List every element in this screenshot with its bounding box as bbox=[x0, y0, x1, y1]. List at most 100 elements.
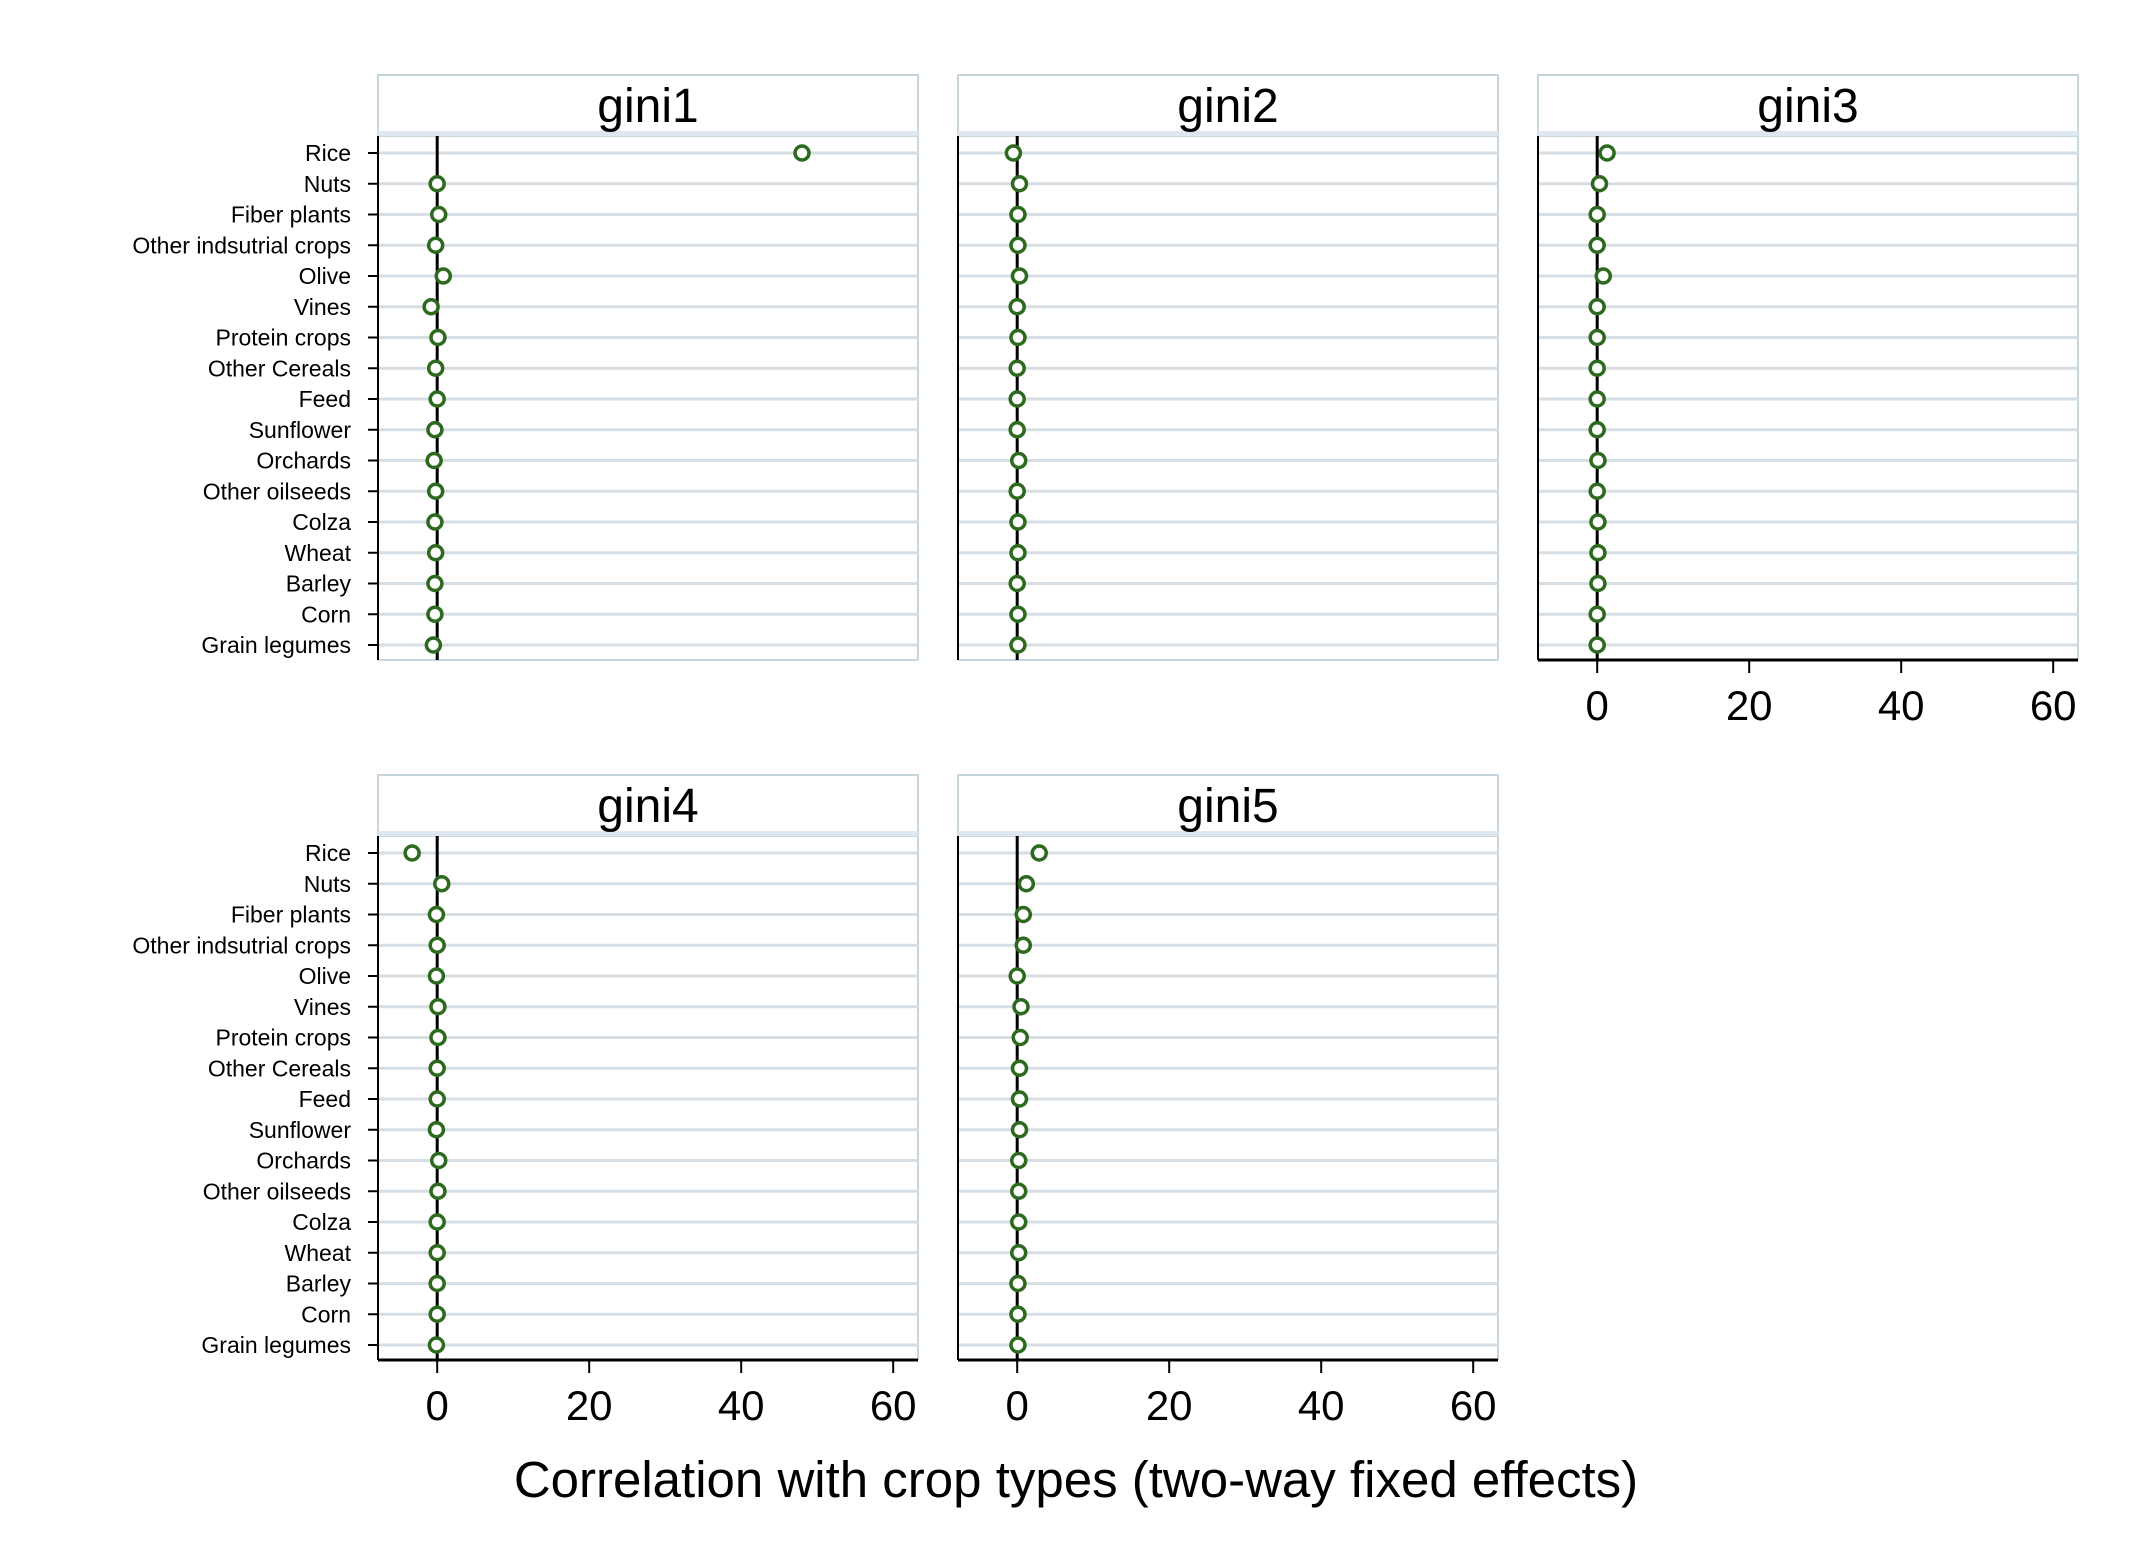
data-point bbox=[434, 267, 453, 285]
data-point bbox=[425, 451, 443, 470]
panel-gini5: gini5 0 20 40 60 bbox=[957, 774, 1499, 1429]
x-tick-label: 60 bbox=[870, 1382, 917, 1429]
data-point bbox=[426, 605, 444, 623]
y-tick-label: Other oilseeds bbox=[203, 478, 351, 504]
panel-title-strip bbox=[957, 774, 1499, 837]
data-point bbox=[428, 1305, 446, 1323]
panel-title-underline bbox=[1538, 131, 2078, 136]
y-tick-label: Rice bbox=[305, 840, 351, 866]
data-point bbox=[1008, 359, 1026, 377]
data-point bbox=[1009, 636, 1027, 654]
panel-title: gini2 bbox=[1177, 80, 1278, 133]
data-point bbox=[426, 482, 445, 500]
data-point bbox=[1010, 1059, 1029, 1077]
data-point bbox=[422, 298, 440, 316]
data-point bbox=[1009, 1244, 1028, 1262]
y-tick-label: Nuts bbox=[304, 871, 351, 897]
data-point bbox=[427, 1121, 446, 1139]
data-point bbox=[1588, 421, 1606, 439]
panel-title-underline bbox=[958, 831, 1498, 836]
data-point bbox=[1009, 605, 1027, 623]
data-point bbox=[428, 1090, 446, 1108]
data-point bbox=[1030, 844, 1048, 862]
y-tick-label: Other Cereals bbox=[208, 355, 351, 381]
data-point bbox=[429, 1182, 447, 1200]
y-tick-label: Corn bbox=[301, 601, 351, 627]
y-tick-label: Grain legumes bbox=[201, 1332, 351, 1358]
data-point bbox=[1589, 544, 1607, 562]
y-tick-label: Fiber plants bbox=[231, 902, 351, 928]
x-tick-label: 20 bbox=[1726, 682, 1773, 729]
panel-title-strip bbox=[957, 74, 1499, 137]
data-point bbox=[433, 875, 451, 893]
data-point bbox=[426, 421, 444, 439]
data-point bbox=[1010, 267, 1029, 285]
data-point bbox=[1589, 451, 1607, 470]
data-point bbox=[426, 236, 445, 254]
data-point bbox=[793, 144, 811, 162]
data-point bbox=[1588, 298, 1606, 316]
data-point bbox=[428, 1059, 446, 1077]
data-point bbox=[1012, 998, 1030, 1016]
y-tick-label: Other indsutrial crops bbox=[132, 232, 351, 258]
y-tick-label: Rice bbox=[305, 140, 351, 166]
data-point bbox=[426, 544, 445, 562]
panel-gini1: gini1 Rice Nuts Fiber plants Other indsutria… bbox=[132, 74, 919, 661]
data-point bbox=[1594, 267, 1613, 285]
y-tick-label: Barley bbox=[286, 571, 352, 597]
data-point bbox=[1588, 605, 1606, 623]
y-tick-label: Fiber plants bbox=[231, 202, 351, 228]
x-tick-label: 40 bbox=[1878, 682, 1925, 729]
y-tick-label: Orchards bbox=[256, 1148, 351, 1174]
data-point bbox=[1009, 513, 1027, 531]
data-point bbox=[1588, 636, 1606, 654]
data-point bbox=[1009, 236, 1027, 254]
x-tick-label: 0 bbox=[426, 1382, 449, 1429]
data-point bbox=[1010, 1121, 1029, 1139]
panel-gini3: gini3 0 20 40 60 bbox=[1537, 74, 2079, 729]
data-point bbox=[1588, 328, 1606, 347]
y-tick-label: Other oilseeds bbox=[203, 1178, 351, 1204]
data-point bbox=[1588, 359, 1606, 377]
data-point bbox=[1009, 1182, 1028, 1200]
y-tick-label: Protein crops bbox=[215, 325, 351, 351]
y-tick-label: Corn bbox=[301, 1301, 351, 1327]
y-tick-label: Sunflower bbox=[249, 1117, 352, 1143]
data-point bbox=[1008, 574, 1026, 593]
y-tick-label: Orchards bbox=[256, 448, 351, 474]
data-point bbox=[1010, 1090, 1029, 1108]
data-point bbox=[429, 1028, 447, 1047]
data-point bbox=[403, 844, 421, 862]
data-point bbox=[424, 636, 443, 654]
data-point bbox=[1010, 175, 1029, 193]
data-point bbox=[429, 1151, 448, 1170]
data-point bbox=[1009, 1274, 1027, 1293]
x-tick-label: 0 bbox=[1586, 682, 1609, 729]
data-point bbox=[1588, 236, 1606, 254]
data-point bbox=[429, 998, 447, 1016]
y-tick-label: Wheat bbox=[285, 1240, 352, 1266]
data-point bbox=[1009, 205, 1027, 224]
x-tick-label: 0 bbox=[1006, 1382, 1029, 1429]
data-point bbox=[1017, 875, 1036, 893]
data-point bbox=[428, 1213, 446, 1231]
y-tick-label: Colza bbox=[292, 1209, 351, 1235]
y-tick-label: Vines bbox=[294, 994, 351, 1020]
y-tick-label: Grain legumes bbox=[201, 632, 351, 658]
data-point bbox=[1008, 967, 1026, 985]
data-point bbox=[427, 905, 446, 924]
panel-title-underline bbox=[378, 831, 918, 836]
x-tick-label: 40 bbox=[1298, 1382, 1345, 1429]
data-point bbox=[428, 936, 446, 954]
x-tick-label: 60 bbox=[2030, 682, 2077, 729]
y-tick-label: Protein crops bbox=[215, 1025, 351, 1051]
y-tick-label: Other indsutrial crops bbox=[132, 932, 351, 958]
data-point bbox=[1009, 1305, 1027, 1323]
data-point bbox=[1589, 574, 1607, 593]
x-tick-label: 60 bbox=[1450, 1382, 1497, 1429]
x-tick-label: 40 bbox=[718, 1382, 765, 1429]
panel-title-strip bbox=[377, 774, 919, 837]
data-point bbox=[426, 359, 445, 377]
data-point bbox=[1588, 390, 1606, 408]
x-tick-label: 20 bbox=[1146, 1382, 1193, 1429]
